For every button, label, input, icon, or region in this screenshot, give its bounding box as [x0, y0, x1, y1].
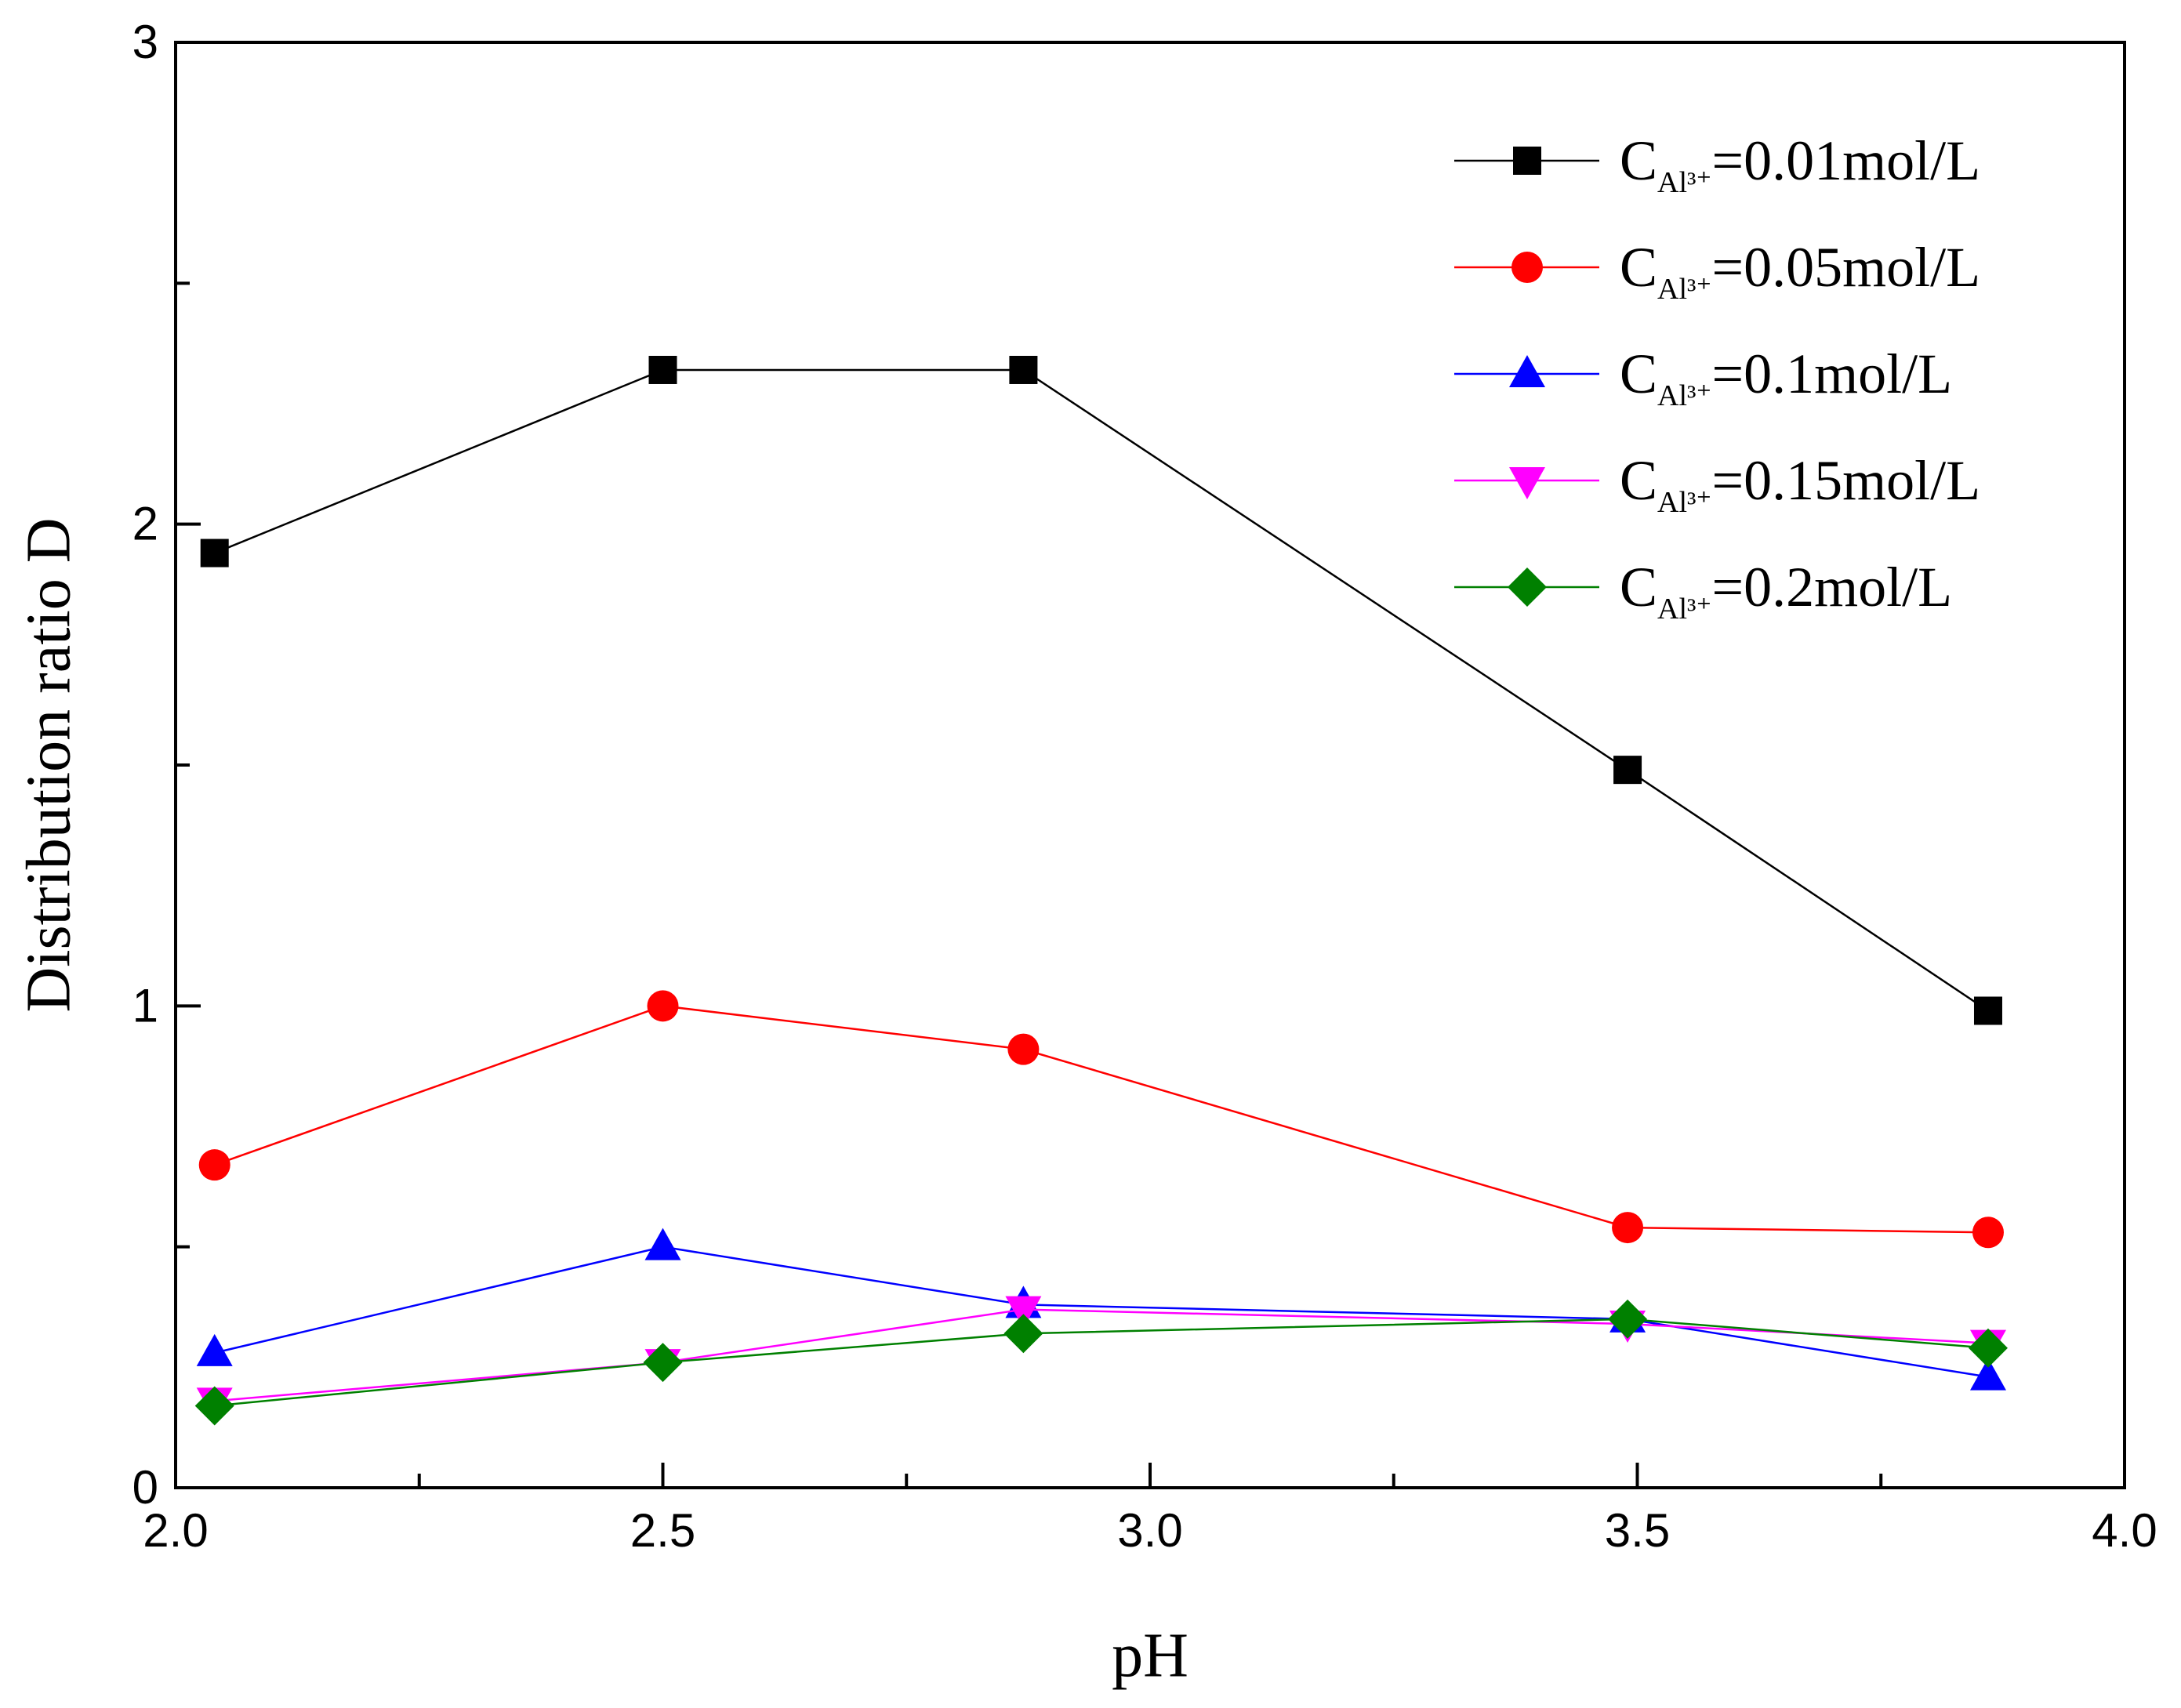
legend-marker: [1513, 147, 1541, 175]
data-series: [194, 355, 2008, 1426]
x-tick-label: 4.0: [2092, 1504, 2157, 1557]
data-point: [643, 1343, 683, 1383]
legend-entry: CAl³⁺=0.01mol/L: [1454, 129, 1980, 199]
legend-prefix: C: [1620, 343, 1657, 405]
legend-label: CAl³⁺=0.1mol/L: [1620, 343, 1952, 412]
legend-entry: CAl³⁺=0.1mol/L: [1454, 343, 1952, 412]
legend-entry: CAl³⁺=0.05mol/L: [1454, 236, 1980, 306]
y-tick-label: 1: [132, 979, 158, 1032]
data-point: [1973, 996, 2002, 1025]
legend-label: CAl³⁺=0.05mol/L: [1620, 236, 1980, 306]
x-tick-label: 3.5: [1605, 1504, 1670, 1557]
legend-subscript: Al³⁺: [1657, 166, 1711, 199]
data-point: [1613, 756, 1642, 785]
y-tick-label: 3: [132, 16, 158, 68]
legend-marker: [1509, 355, 1545, 387]
legend-subscript: Al³⁺: [1657, 486, 1711, 519]
data-point: [644, 1228, 681, 1260]
x-axis-ticks: 2.0 2.5 3.0 3.5 4.0: [143, 1463, 2157, 1557]
data-point: [198, 1149, 230, 1181]
data-point: [1969, 1358, 2006, 1391]
legend-subscript: Al³⁺: [1657, 593, 1711, 626]
data-point: [1612, 1212, 1644, 1244]
legend-marker: [1508, 568, 1547, 607]
legend-suffix: =0.15mol/L: [1711, 449, 1980, 512]
x-tick-label: 3.0: [1117, 1504, 1182, 1557]
legend-prefix: C: [1620, 449, 1657, 512]
x-tick-label: 2.5: [630, 1504, 695, 1557]
legend-suffix: =0.05mol/L: [1711, 236, 1980, 299]
data-point: [1608, 1299, 1648, 1339]
y-axis-ticks: 0 1 2 3: [132, 16, 201, 1514]
data-point: [647, 990, 679, 1022]
data-point: [1968, 1328, 2008, 1368]
data-point: [1003, 1314, 1043, 1354]
series-5: [194, 1299, 2008, 1426]
x-axis-label: pH: [1112, 1621, 1188, 1690]
legend-marker: [1509, 467, 1545, 499]
legend-entry: CAl³⁺=0.15mol/L: [1454, 449, 1980, 519]
data-point: [1005, 1296, 1042, 1329]
legend-marker: [1511, 252, 1543, 283]
data-point: [648, 355, 677, 384]
y-axis-label: Distribution ratio D: [14, 517, 83, 1012]
series-2: [198, 990, 2004, 1249]
series-1: [200, 355, 2002, 1025]
legend-subscript: Al³⁺: [1657, 273, 1711, 306]
data-point: [196, 1333, 233, 1366]
legend-prefix: C: [1620, 129, 1657, 192]
legend-suffix: =0.1mol/L: [1711, 343, 1952, 405]
legend-suffix: =0.01mol/L: [1711, 129, 1980, 192]
legend-subscript: Al³⁺: [1657, 379, 1711, 412]
data-point: [1972, 1217, 2004, 1249]
data-point: [194, 1386, 234, 1426]
legend: CAl³⁺=0.01mol/LCAl³⁺=0.05mol/LCAl³⁺=0.1m…: [1454, 129, 1980, 626]
legend-label: CAl³⁺=0.01mol/L: [1620, 129, 1980, 199]
legend-prefix: C: [1620, 556, 1657, 618]
y-tick-label: 0: [132, 1461, 158, 1514]
legend-suffix: =0.2mol/L: [1711, 556, 1952, 618]
data-point: [1007, 1033, 1040, 1065]
legend-prefix: C: [1620, 236, 1657, 299]
legend-entry: CAl³⁺=0.2mol/L: [1454, 556, 1952, 626]
data-point: [200, 539, 229, 568]
data-point: [1009, 355, 1038, 384]
legend-label: CAl³⁺=0.15mol/L: [1620, 449, 1980, 519]
legend-label: CAl³⁺=0.2mol/L: [1620, 556, 1952, 626]
x-tick-label: 2.0: [143, 1504, 208, 1557]
y-tick-label: 2: [132, 498, 158, 550]
